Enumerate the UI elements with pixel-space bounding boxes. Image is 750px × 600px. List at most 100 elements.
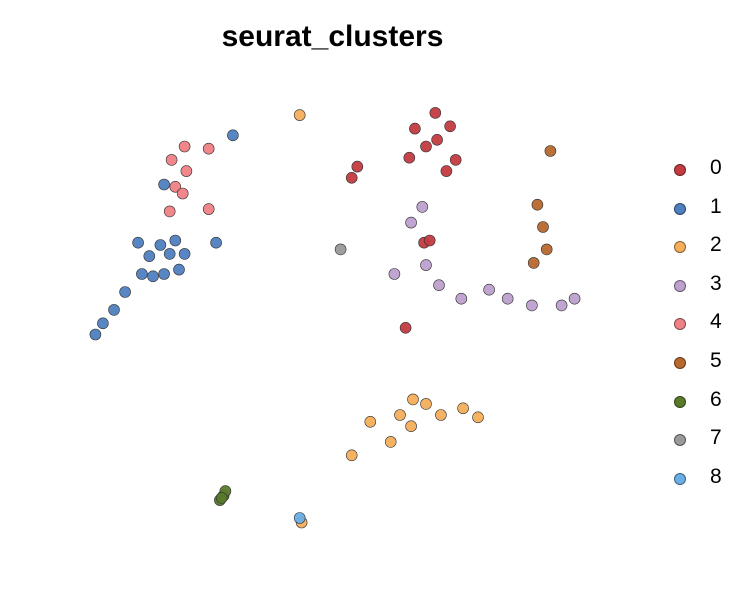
cluster-3-point bbox=[405, 216, 417, 229]
cluster-1-point bbox=[97, 317, 109, 330]
legend-item-5: 5 bbox=[668, 345, 748, 384]
cluster-1-point bbox=[154, 239, 167, 251]
cluster-5-point bbox=[544, 145, 557, 157]
cluster-3-point bbox=[568, 292, 581, 305]
cluster-3-point bbox=[555, 299, 568, 312]
cluster-2-point bbox=[457, 402, 469, 415]
legend-swatch bbox=[674, 395, 686, 408]
cluster-3-point bbox=[420, 259, 432, 271]
cluster-2-point bbox=[364, 415, 377, 428]
cluster-1-point bbox=[108, 304, 120, 316]
legend-label: 5 bbox=[710, 348, 722, 372]
cluster-2-point bbox=[394, 409, 406, 421]
cluster-1-point bbox=[227, 129, 239, 142]
legend-label: 3 bbox=[710, 271, 722, 295]
cluster-5-points bbox=[527, 145, 557, 269]
cluster-2-point bbox=[384, 436, 397, 448]
cluster-3-points bbox=[388, 201, 581, 312]
cluster-5-point bbox=[537, 221, 549, 233]
cluster-0-point bbox=[431, 134, 443, 146]
cluster-6-points bbox=[214, 485, 232, 506]
legend-item-3: 3 bbox=[668, 268, 748, 307]
cluster-7-points bbox=[334, 243, 347, 256]
cluster-4-point bbox=[169, 181, 182, 193]
cluster-4-point bbox=[165, 154, 178, 166]
legend-swatch bbox=[674, 472, 686, 485]
cluster-0-point bbox=[399, 321, 412, 334]
legend-item-7: 7 bbox=[668, 422, 748, 461]
cluster-0-point bbox=[351, 160, 364, 173]
cluster-1-point bbox=[169, 234, 182, 247]
cluster-3-point bbox=[526, 299, 538, 312]
cluster-1-point bbox=[136, 268, 148, 280]
cluster-1-point bbox=[210, 236, 222, 249]
cluster-1-point bbox=[89, 328, 102, 341]
cluster-2-point bbox=[345, 449, 358, 462]
cluster-1-point bbox=[132, 236, 144, 249]
cluster-1-point bbox=[178, 248, 191, 260]
legend-swatch bbox=[674, 241, 686, 254]
cluster-3-point bbox=[433, 279, 445, 292]
cluster-5-point bbox=[540, 243, 553, 256]
cluster-5-point bbox=[527, 257, 540, 269]
legend-item-4: 4 bbox=[668, 306, 748, 345]
legend-item-1: 1 bbox=[668, 191, 748, 230]
cluster-3-point bbox=[501, 292, 514, 305]
cluster-2-point bbox=[420, 398, 432, 410]
cluster-2-point bbox=[293, 109, 306, 121]
cluster-3-point bbox=[416, 201, 429, 213]
cluster-4-point bbox=[176, 187, 189, 200]
cluster-1-point bbox=[119, 286, 131, 298]
cluster-0-points bbox=[345, 107, 462, 334]
cluster-4-point bbox=[180, 165, 193, 177]
legend-label: 4 bbox=[710, 310, 722, 334]
legend-label: 0 bbox=[710, 156, 722, 179]
legend-label: 2 bbox=[710, 233, 722, 257]
legend-swatch bbox=[674, 202, 686, 215]
legend-item-6: 6 bbox=[668, 384, 748, 423]
cluster-0-point bbox=[440, 165, 453, 177]
cluster-3-point bbox=[388, 268, 401, 280]
legend-item-8: 8 bbox=[668, 461, 748, 500]
cluster-0-point bbox=[449, 154, 462, 166]
legend: 0 1 2 3 4 5 6 7 8 bbox=[668, 152, 748, 499]
cluster-8-points bbox=[293, 512, 306, 524]
chart-title: seurat_clusters bbox=[221, 20, 444, 53]
legend-swatch bbox=[674, 164, 686, 176]
cluster-0-point bbox=[403, 151, 416, 164]
cluster-4-point bbox=[202, 142, 215, 155]
cluster-1-point bbox=[158, 178, 170, 191]
cluster-2-point bbox=[435, 409, 447, 421]
legend-swatch bbox=[674, 279, 686, 292]
cluster-1-point bbox=[147, 270, 159, 283]
cluster-1-points bbox=[89, 129, 239, 341]
cluster-5-point bbox=[531, 198, 544, 211]
cluster-1-point bbox=[173, 263, 185, 276]
cluster-1-point bbox=[163, 248, 176, 260]
cluster-2-point bbox=[407, 393, 419, 406]
legend-swatch bbox=[674, 356, 686, 369]
legend-label: 6 bbox=[710, 387, 722, 411]
legend-label: 1 bbox=[710, 194, 722, 218]
legend-label: 8 bbox=[710, 464, 722, 488]
cluster-4-point bbox=[178, 140, 191, 153]
cluster-2-point bbox=[472, 411, 484, 424]
legend-item-0: 0 bbox=[668, 152, 748, 191]
cluster-2-points bbox=[293, 109, 484, 529]
cluster-0-point bbox=[345, 172, 358, 184]
legend-item-2: 2 bbox=[668, 229, 748, 268]
cluster-3-point bbox=[455, 292, 468, 305]
cluster-4-point bbox=[202, 203, 215, 215]
cluster-1-point bbox=[143, 250, 156, 262]
legend-label: 7 bbox=[710, 426, 722, 450]
cluster-8-point bbox=[293, 512, 306, 524]
cluster-7-point bbox=[334, 243, 347, 256]
cluster-0-point bbox=[429, 107, 442, 119]
cluster-0-point bbox=[420, 140, 432, 153]
cluster-layer bbox=[89, 107, 581, 529]
cluster-0-point bbox=[409, 122, 421, 135]
legend-swatch bbox=[674, 318, 686, 331]
cluster-2-point bbox=[405, 420, 417, 433]
cluster-4-points bbox=[163, 140, 215, 218]
